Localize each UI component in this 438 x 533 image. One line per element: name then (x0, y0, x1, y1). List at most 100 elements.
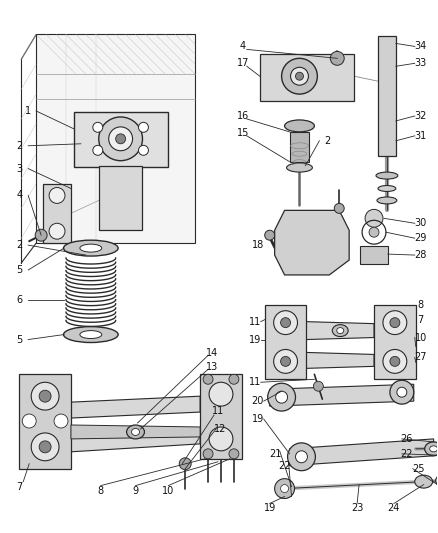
Text: 21: 21 (269, 449, 282, 459)
Bar (19, 374, 71, 469)
Circle shape (35, 229, 47, 241)
Text: 31: 31 (415, 131, 427, 141)
Circle shape (268, 383, 296, 411)
Bar (378, 36, 396, 156)
Circle shape (390, 318, 400, 328)
Circle shape (274, 350, 297, 373)
Polygon shape (307, 352, 374, 368)
Text: 33: 33 (415, 58, 427, 68)
Polygon shape (260, 54, 354, 101)
Circle shape (31, 433, 59, 461)
Ellipse shape (377, 197, 397, 204)
Circle shape (365, 209, 383, 227)
Text: 23: 23 (351, 504, 363, 513)
Text: 7: 7 (16, 482, 22, 491)
Text: 28: 28 (414, 250, 427, 260)
Text: 27: 27 (414, 352, 427, 362)
Text: 26: 26 (401, 434, 413, 444)
Ellipse shape (127, 425, 145, 439)
Bar (265, 305, 307, 379)
Text: 30: 30 (415, 219, 427, 228)
Circle shape (282, 58, 318, 94)
Circle shape (281, 357, 290, 366)
Text: 18: 18 (251, 240, 264, 250)
Circle shape (116, 134, 126, 144)
Text: 11: 11 (249, 317, 261, 327)
Circle shape (209, 427, 233, 451)
Text: 4: 4 (16, 190, 22, 200)
Text: 2: 2 (16, 240, 22, 250)
Circle shape (274, 311, 297, 335)
Circle shape (330, 51, 344, 65)
Ellipse shape (131, 429, 140, 435)
Circle shape (209, 382, 233, 406)
Text: 32: 32 (414, 111, 427, 121)
Circle shape (296, 451, 307, 463)
Text: 3: 3 (16, 164, 22, 174)
Text: 11: 11 (249, 377, 261, 387)
Text: 10: 10 (162, 486, 174, 496)
Ellipse shape (337, 328, 344, 334)
Text: 1: 1 (25, 106, 31, 116)
Ellipse shape (64, 240, 118, 256)
Circle shape (22, 414, 36, 428)
Text: 25: 25 (413, 464, 425, 474)
Circle shape (203, 374, 213, 384)
Bar (43, 183, 71, 243)
Bar (74, 112, 168, 167)
Text: 19: 19 (249, 335, 261, 344)
Polygon shape (71, 396, 200, 418)
Text: 14: 14 (206, 349, 218, 359)
Text: 4: 4 (240, 42, 246, 51)
Polygon shape (290, 439, 434, 466)
Circle shape (229, 374, 239, 384)
Text: 19: 19 (251, 414, 264, 424)
Bar (374, 305, 416, 379)
Ellipse shape (80, 244, 102, 252)
Text: 12: 12 (214, 424, 226, 434)
Circle shape (49, 188, 65, 204)
Circle shape (369, 227, 379, 237)
Ellipse shape (415, 475, 433, 488)
Text: 10: 10 (415, 333, 427, 343)
Text: 2: 2 (16, 141, 22, 151)
Polygon shape (36, 35, 195, 243)
Polygon shape (275, 211, 349, 275)
Text: 5: 5 (16, 335, 22, 344)
Polygon shape (71, 425, 200, 439)
Text: 22: 22 (401, 449, 413, 459)
Circle shape (54, 414, 68, 428)
Circle shape (383, 350, 407, 373)
Ellipse shape (286, 163, 312, 172)
Circle shape (288, 443, 315, 471)
Polygon shape (270, 384, 414, 406)
Ellipse shape (378, 185, 396, 191)
Circle shape (138, 146, 148, 155)
Ellipse shape (376, 172, 398, 179)
Text: 8: 8 (418, 300, 424, 310)
Text: 11: 11 (212, 406, 224, 416)
Text: 6: 6 (16, 295, 22, 305)
Text: 24: 24 (388, 504, 400, 513)
Circle shape (203, 449, 213, 459)
Ellipse shape (64, 327, 118, 343)
Circle shape (383, 311, 407, 335)
Circle shape (397, 387, 407, 397)
Text: 16: 16 (237, 111, 249, 121)
Circle shape (275, 479, 294, 498)
Ellipse shape (80, 330, 102, 338)
Text: 2: 2 (324, 136, 330, 146)
Circle shape (281, 318, 290, 328)
Bar (360, 246, 388, 264)
Bar (290, 132, 309, 161)
Circle shape (290, 67, 308, 85)
Ellipse shape (430, 446, 438, 452)
Circle shape (390, 380, 414, 404)
Circle shape (93, 146, 103, 155)
Circle shape (229, 449, 239, 459)
Text: 20: 20 (251, 396, 264, 406)
Text: 17: 17 (237, 58, 249, 68)
Circle shape (265, 230, 275, 240)
Text: 22: 22 (278, 461, 291, 471)
Text: 19: 19 (264, 504, 276, 513)
